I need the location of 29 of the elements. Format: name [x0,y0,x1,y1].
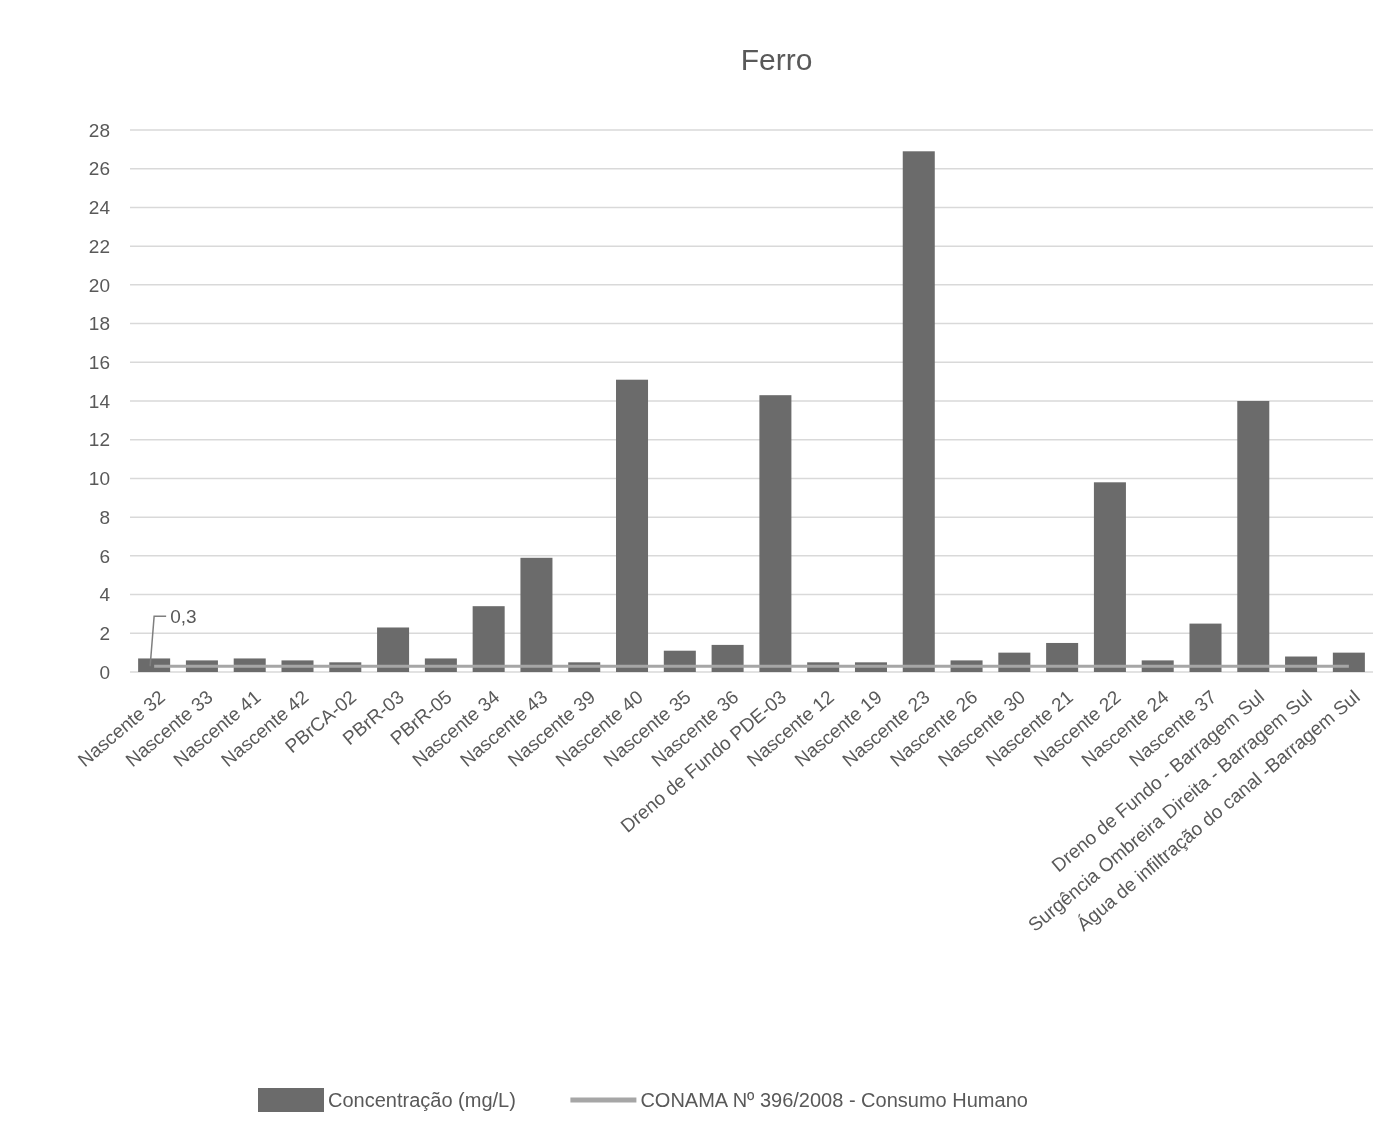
chart-title: Ferro [740,43,813,76]
bar [616,379,649,672]
y-tick-label: 16 [88,351,110,373]
legend-label: Concentração (mg/L) [328,1089,516,1111]
bar [520,557,553,672]
legend-label: CONAMA Nº 396/2008 - Consumo Humano [640,1089,1028,1111]
bar [377,627,410,672]
bar [472,606,505,672]
y-tick-label: 22 [88,235,110,257]
y-tick-label: 28 [88,119,110,141]
y-tick-label: 2 [99,622,110,644]
y-tick-label: 10 [88,468,110,490]
y-tick-label: 24 [88,197,111,219]
y-tick-label: 0 [99,661,110,683]
y-tick-label: 4 [99,584,111,606]
y-tick-label: 8 [99,506,110,528]
bar [1332,652,1365,672]
bar [902,151,935,672]
y-tick-label: 14 [88,390,111,412]
bar [1189,623,1222,672]
annotation: 0,3 [170,605,197,627]
bar [1237,401,1270,672]
y-tick-label: 12 [88,429,110,451]
y-tick-label: 20 [88,274,110,296]
y-tick-label: 18 [88,313,110,335]
bar [759,395,792,672]
bar [1093,482,1126,672]
y-tick-label: 6 [99,545,110,567]
y-tick-label: 26 [88,158,110,180]
